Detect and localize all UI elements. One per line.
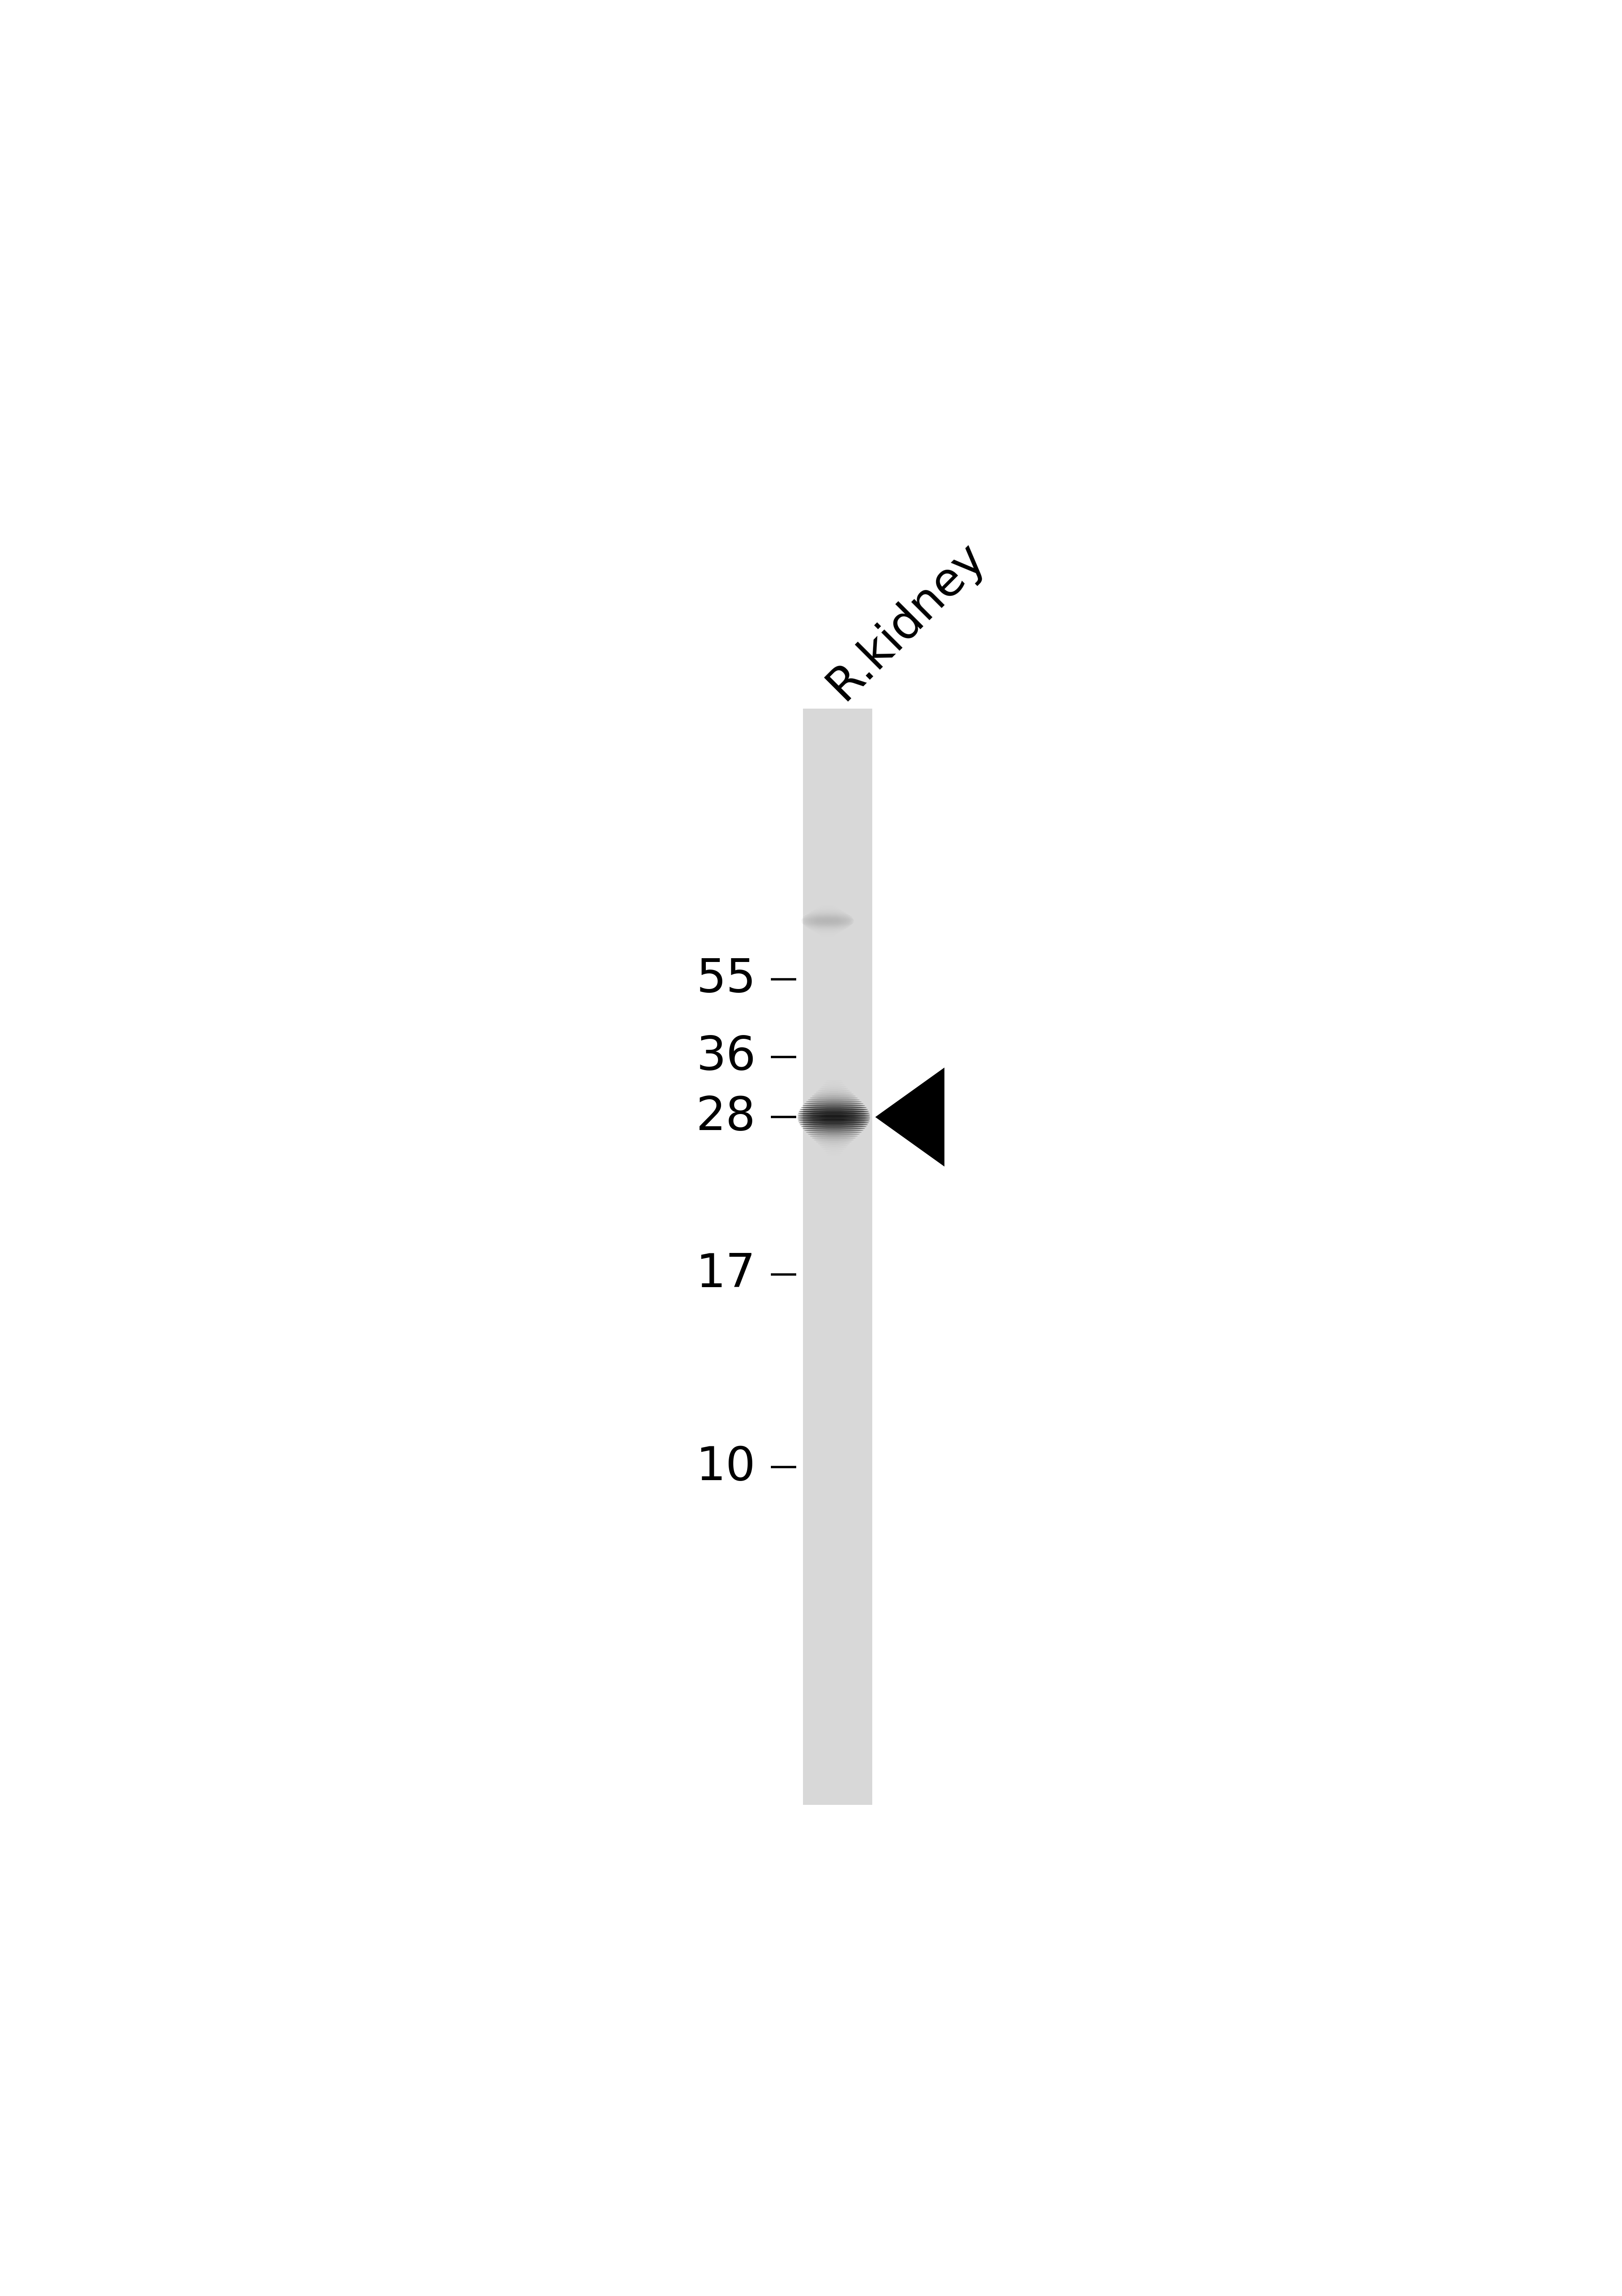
Text: 17: 17 [696, 1251, 756, 1297]
Text: 36: 36 [696, 1035, 756, 1079]
Bar [803, 709, 873, 1805]
Text: R.kidney: R.kidney [817, 533, 993, 709]
Text: 10: 10 [696, 1444, 756, 1490]
Polygon shape [876, 1068, 944, 1166]
Text: 55: 55 [696, 957, 756, 1001]
Text: 28: 28 [696, 1095, 756, 1139]
